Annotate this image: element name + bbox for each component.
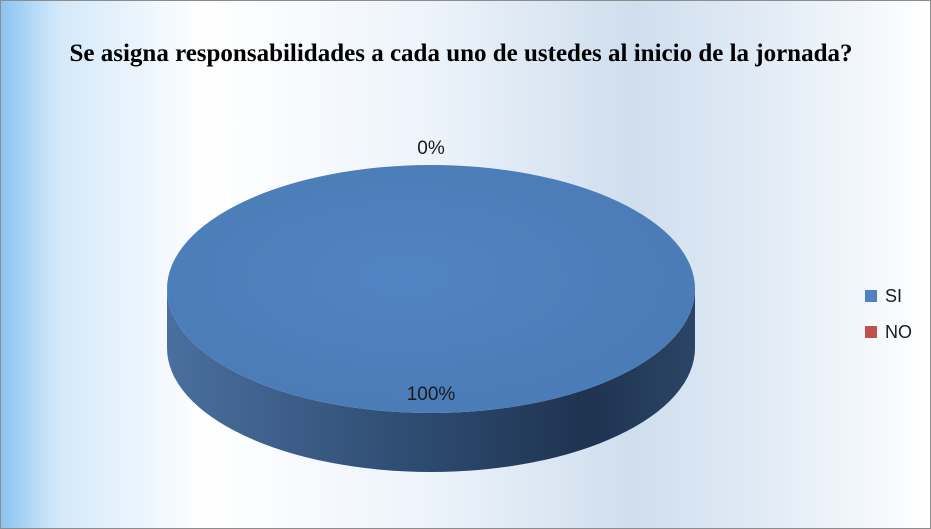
legend-swatch-si (865, 290, 877, 302)
chart-title: Se asigna responsabilidades a cada uno d… (69, 40, 853, 67)
data-label-si: 100% (407, 384, 456, 405)
pie-slice-side-si (167, 289, 695, 472)
data-label-no: 0% (417, 138, 445, 159)
legend-label-no: NO (885, 322, 912, 342)
legend-swatch-no (865, 326, 877, 338)
pie-slice-si[interactable] (167, 165, 695, 413)
legend-label-si: SI (885, 286, 903, 306)
